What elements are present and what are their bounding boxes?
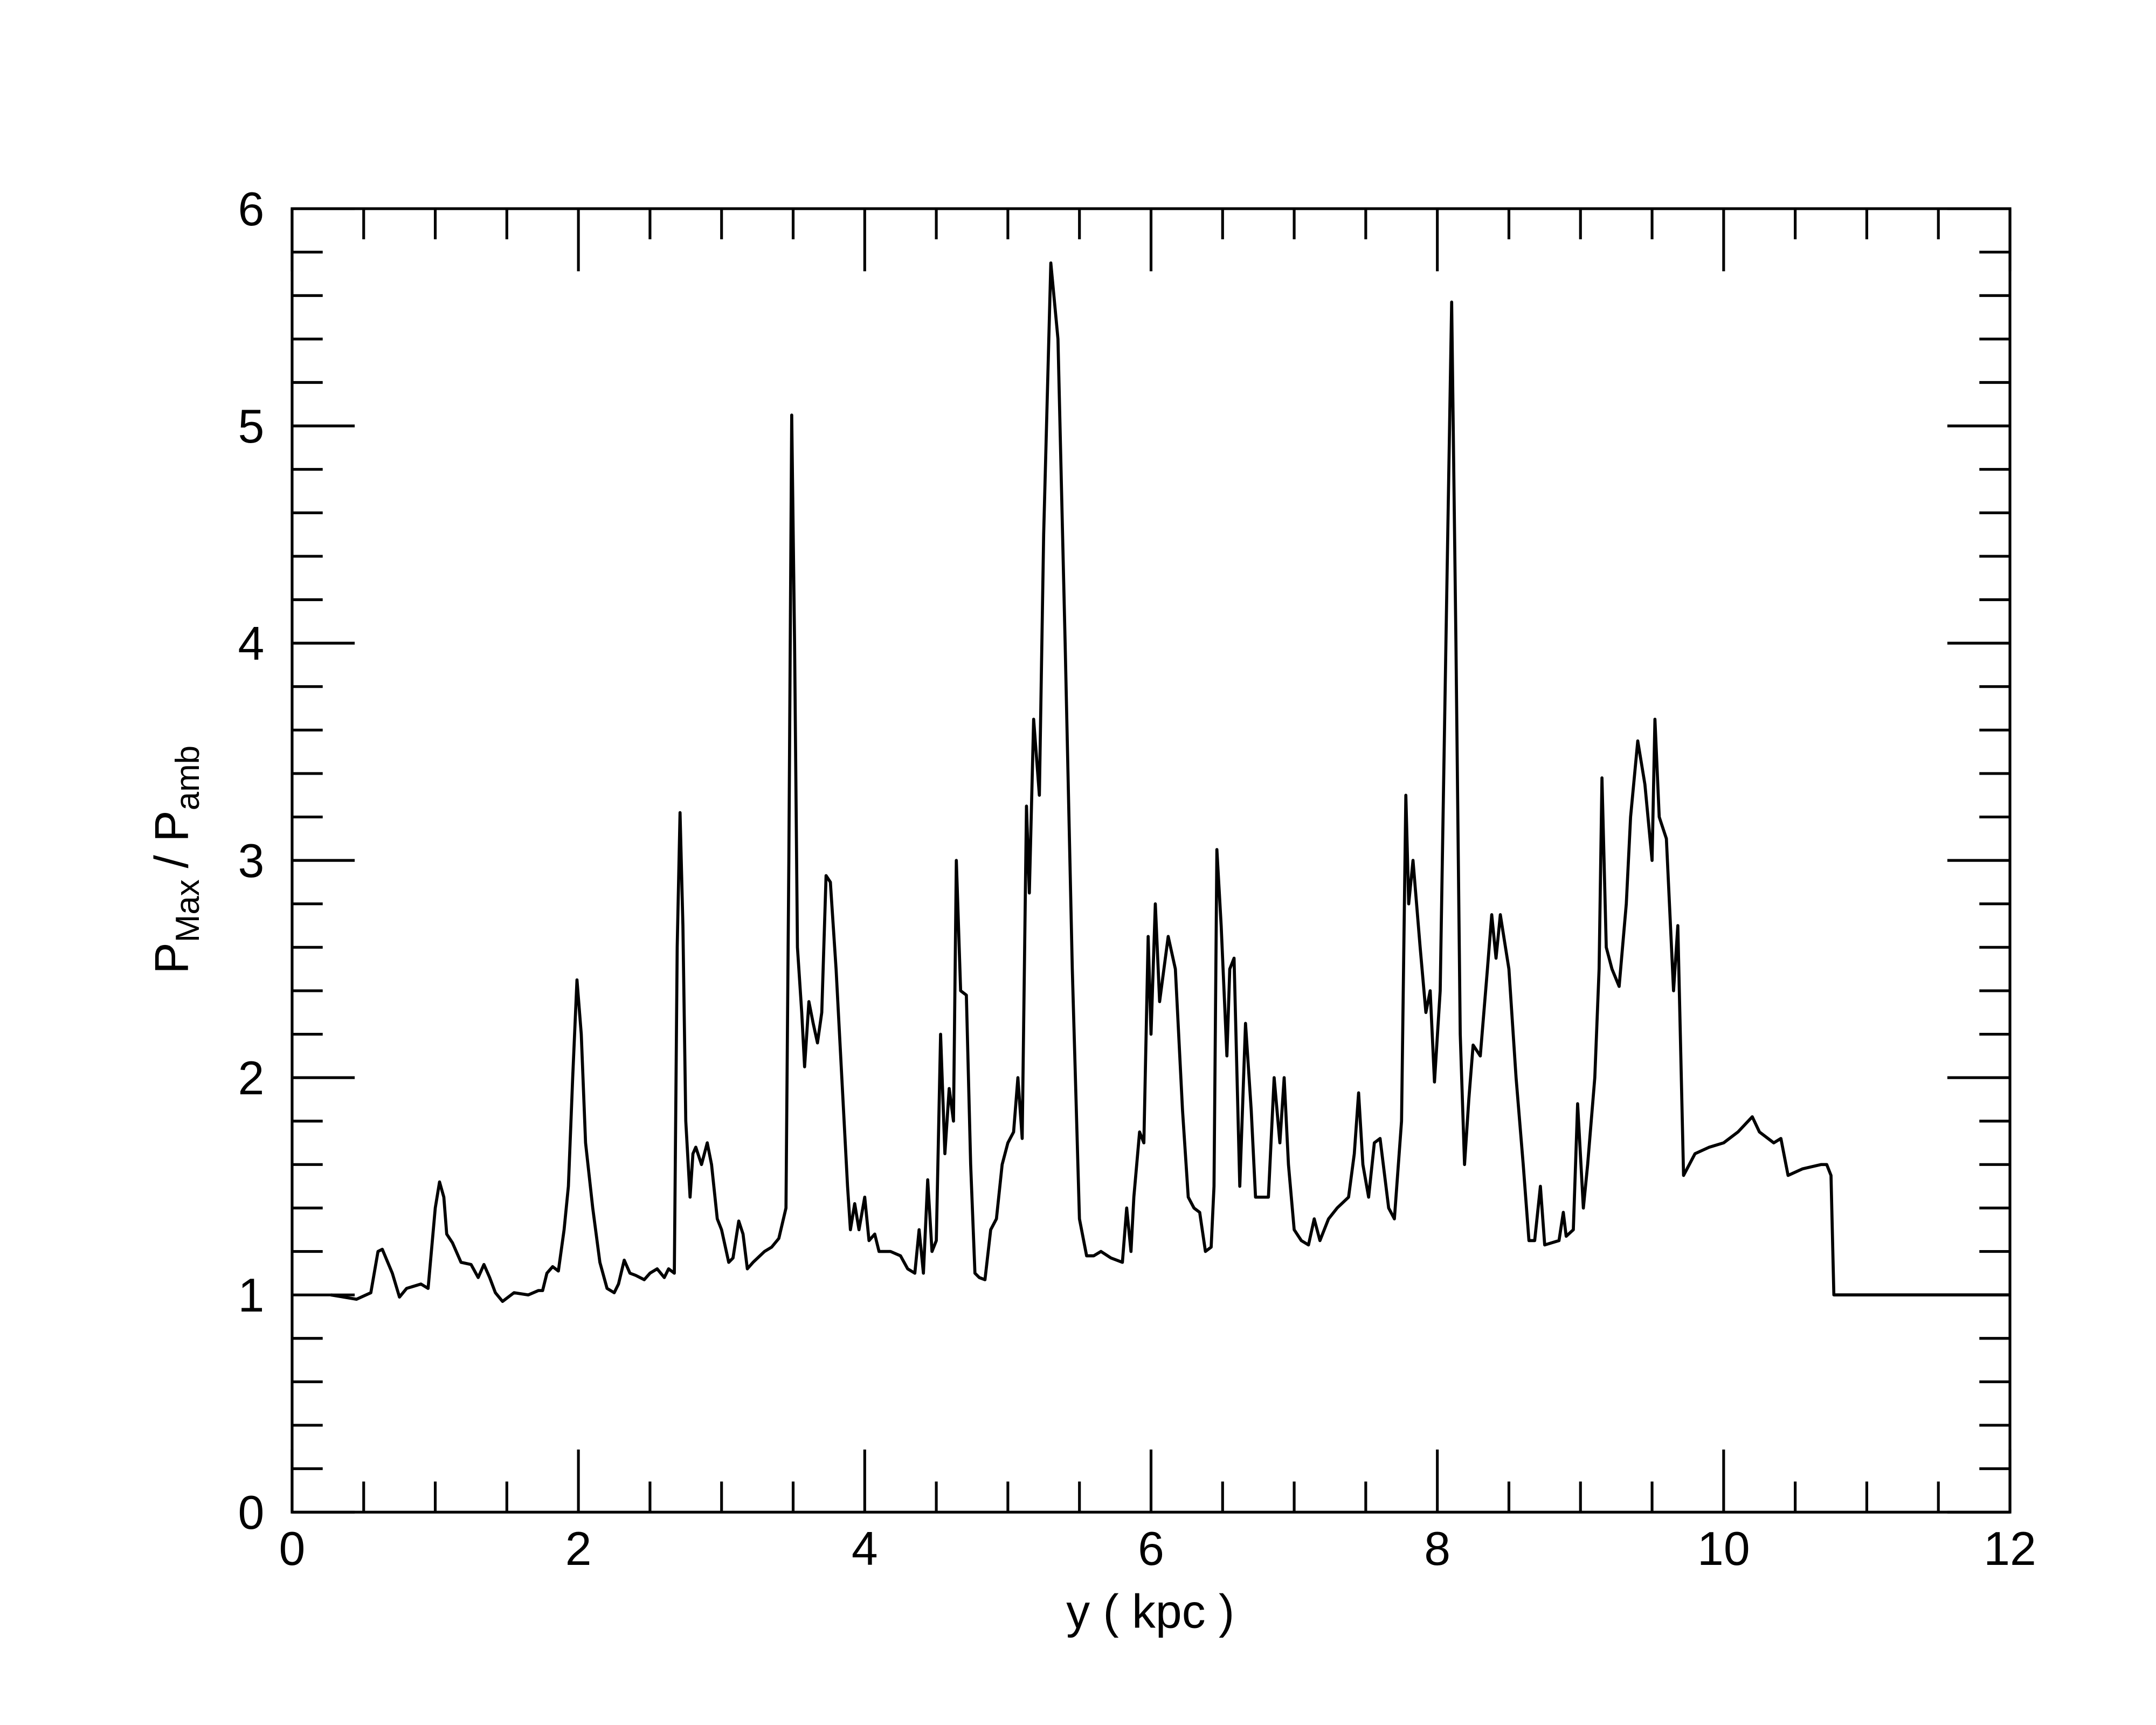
x-tick-label: 0 [279, 1522, 306, 1575]
x-tick-label: 10 [1697, 1522, 1750, 1575]
plot-frame [291, 207, 2012, 1514]
y-label-part: P [145, 942, 198, 974]
x-tick-label: 2 [565, 1522, 592, 1575]
x-tick-label: 12 [1984, 1522, 2036, 1575]
y-tick-label: 0 [238, 1486, 265, 1539]
x-tick-label: 6 [1138, 1522, 1164, 1575]
y-tick-label: 2 [238, 1052, 265, 1105]
y-axis-label: PMax / Pamb [145, 746, 206, 974]
y-tick-label: 6 [238, 183, 265, 236]
x-tick-label: 4 [852, 1522, 878, 1575]
y-label-part: / P [145, 810, 198, 868]
y-tick-label: 1 [238, 1269, 265, 1322]
y-tick-label: 4 [238, 617, 265, 670]
y-tick-label: 3 [238, 834, 265, 887]
x-tick-label: 8 [1424, 1522, 1450, 1575]
y-label-sub: amb [169, 746, 206, 810]
y-tick-label: 5 [238, 400, 265, 453]
y-label-sub: Max [169, 879, 206, 942]
x-axis-label: y ( kpc ) [1066, 1585, 1234, 1638]
data-line [330, 261, 2010, 1303]
